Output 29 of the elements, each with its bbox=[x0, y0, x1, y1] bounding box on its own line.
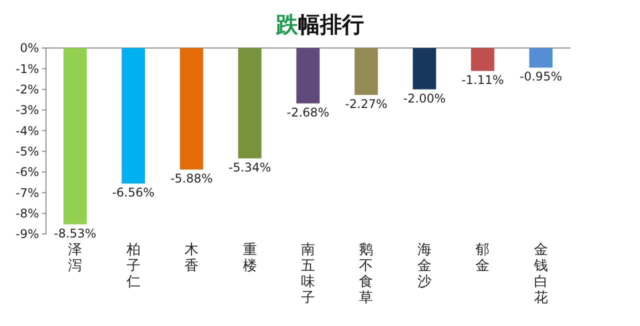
data-label: -2.27% bbox=[344, 96, 388, 111]
y-tick-label: -4% bbox=[16, 124, 39, 138]
y-tick-label: -9% bbox=[16, 227, 39, 242]
data-label: -2.00% bbox=[403, 91, 446, 106]
y-tick-label: -8% bbox=[16, 206, 39, 221]
x-tick-label: 鹅不食草 bbox=[359, 242, 374, 306]
y-tick-label: -6% bbox=[16, 165, 39, 180]
x-tick-label: 南五味子 bbox=[301, 242, 315, 306]
chart-title: 跌幅排行 bbox=[275, 13, 364, 38]
y-tick-label: -2% bbox=[16, 82, 39, 97]
y-tick-label: -1% bbox=[16, 62, 39, 76]
y-tick-label: -3% bbox=[16, 103, 39, 118]
data-label: -8.53% bbox=[54, 226, 96, 240]
x-tick-label: 泽泻 bbox=[68, 242, 82, 274]
x-tick-label: 金钱白花 bbox=[532, 242, 548, 306]
x-tick-label: 木香 bbox=[184, 242, 199, 274]
data-label: -2.68% bbox=[286, 105, 330, 120]
y-tick-label: -7% bbox=[16, 186, 39, 200]
x-tick-label: 海金沙 bbox=[417, 242, 432, 290]
data-label: -0.95% bbox=[520, 70, 562, 84]
y-tick-label: -5% bbox=[16, 144, 39, 159]
x-tick-label: 柏子仁 bbox=[125, 242, 140, 290]
x-tick-label: 郁金 bbox=[476, 242, 490, 274]
x-tick-label: 重楼 bbox=[242, 242, 257, 274]
data-label: -5.88% bbox=[170, 172, 213, 186]
data-label: -5.34% bbox=[228, 160, 272, 174]
data-label: -6.56% bbox=[112, 186, 155, 200]
data-label: -1.11% bbox=[461, 72, 504, 87]
y-tick-label: 0% bbox=[20, 41, 39, 56]
